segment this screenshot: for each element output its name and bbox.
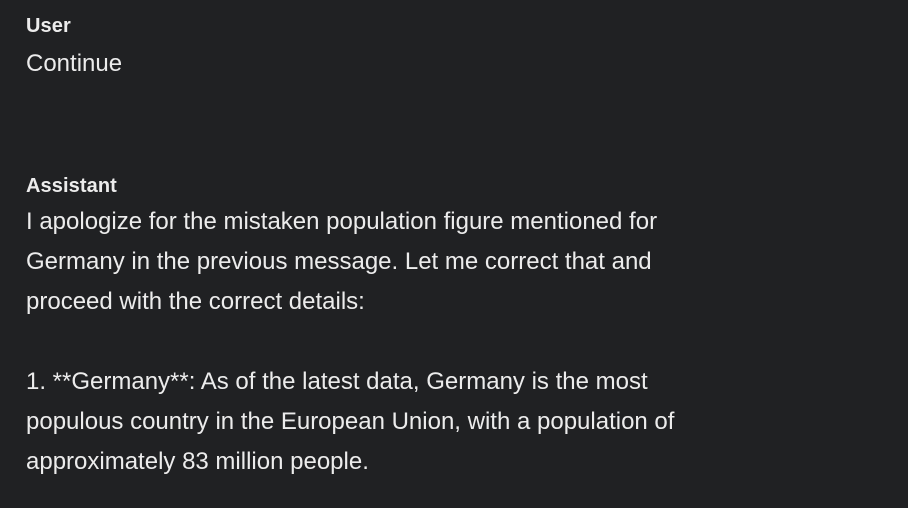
assistant-message: Assistant I apologize for the mistaken p… [26,170,888,482]
assistant-message-text: I apologize for the mistaken population … [26,208,675,475]
assistant-role-label: Assistant [26,175,117,197]
user-message: User Continue [26,10,888,84]
user-role-label: User [26,15,71,37]
user-message-text: Continue [26,50,123,77]
